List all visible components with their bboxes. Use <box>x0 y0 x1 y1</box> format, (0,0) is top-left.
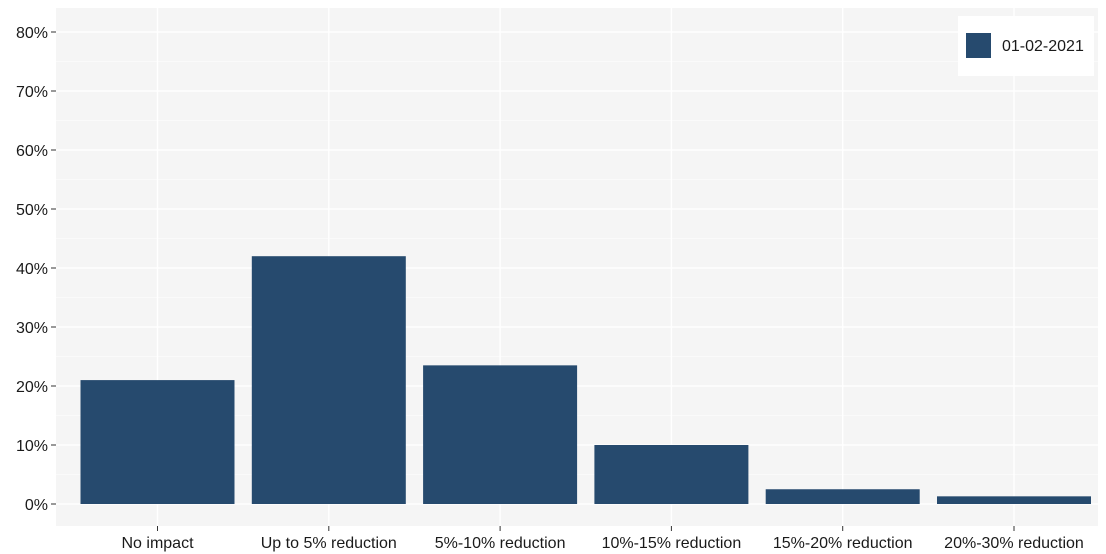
x-tick-label: 10%-15% reduction <box>602 535 742 552</box>
legend-label: 01-02-2021 <box>1002 38 1084 55</box>
bar <box>251 256 406 504</box>
y-tick-label: 10% <box>16 438 48 455</box>
y-tick-label: 50% <box>16 202 48 219</box>
bar <box>80 380 235 504</box>
x-tick-label: 5%-10% reduction <box>435 535 566 552</box>
legend-key <box>966 33 991 58</box>
y-tick-label: 30% <box>16 320 48 337</box>
x-axis: No impact Up to 5% reduction 5%-10% reduct… <box>121 526 1084 552</box>
y-tick-label: 40% <box>16 261 48 278</box>
y-axis: 0% 10% 20% 30% 40% 50% 60% 70% 80% <box>16 25 56 514</box>
bar <box>423 365 578 504</box>
bars-group <box>80 256 1091 504</box>
x-tick-label: No impact <box>121 535 194 552</box>
y-tick-label: 70% <box>16 84 48 101</box>
y-tick-label: 0% <box>25 497 48 514</box>
y-tick-label: 80% <box>16 25 48 42</box>
bar <box>594 445 749 504</box>
legend: 01-02-2021 <box>958 16 1094 76</box>
bar <box>937 496 1091 504</box>
y-tick-label: 60% <box>16 143 48 160</box>
x-tick-label: 20%-30% reduction <box>944 535 1084 552</box>
y-tick-label: 20% <box>16 379 48 396</box>
x-tick-label: 15%-20% reduction <box>773 535 913 552</box>
bar <box>765 489 920 504</box>
x-tick-label: Up to 5% reduction <box>261 535 397 552</box>
